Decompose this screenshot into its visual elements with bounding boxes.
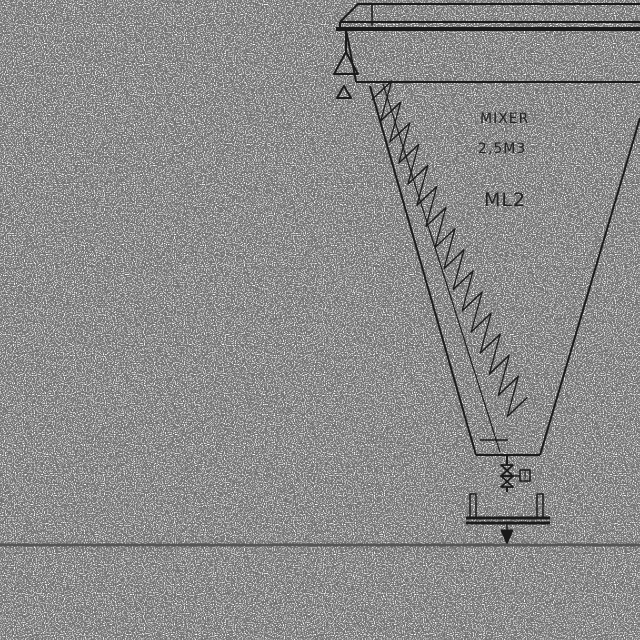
equipment-capacity-label: 2,5M3 (478, 141, 526, 157)
top-platform (336, 3, 640, 31)
equipment-type-label: MIXER (480, 111, 529, 127)
equipment-tag-label: ML2 (484, 189, 526, 211)
receiving-tray (466, 493, 550, 545)
outlet-valve-icon (500, 455, 531, 492)
screw-agitator (371, 80, 528, 453)
vessel-rim (345, 28, 640, 83)
